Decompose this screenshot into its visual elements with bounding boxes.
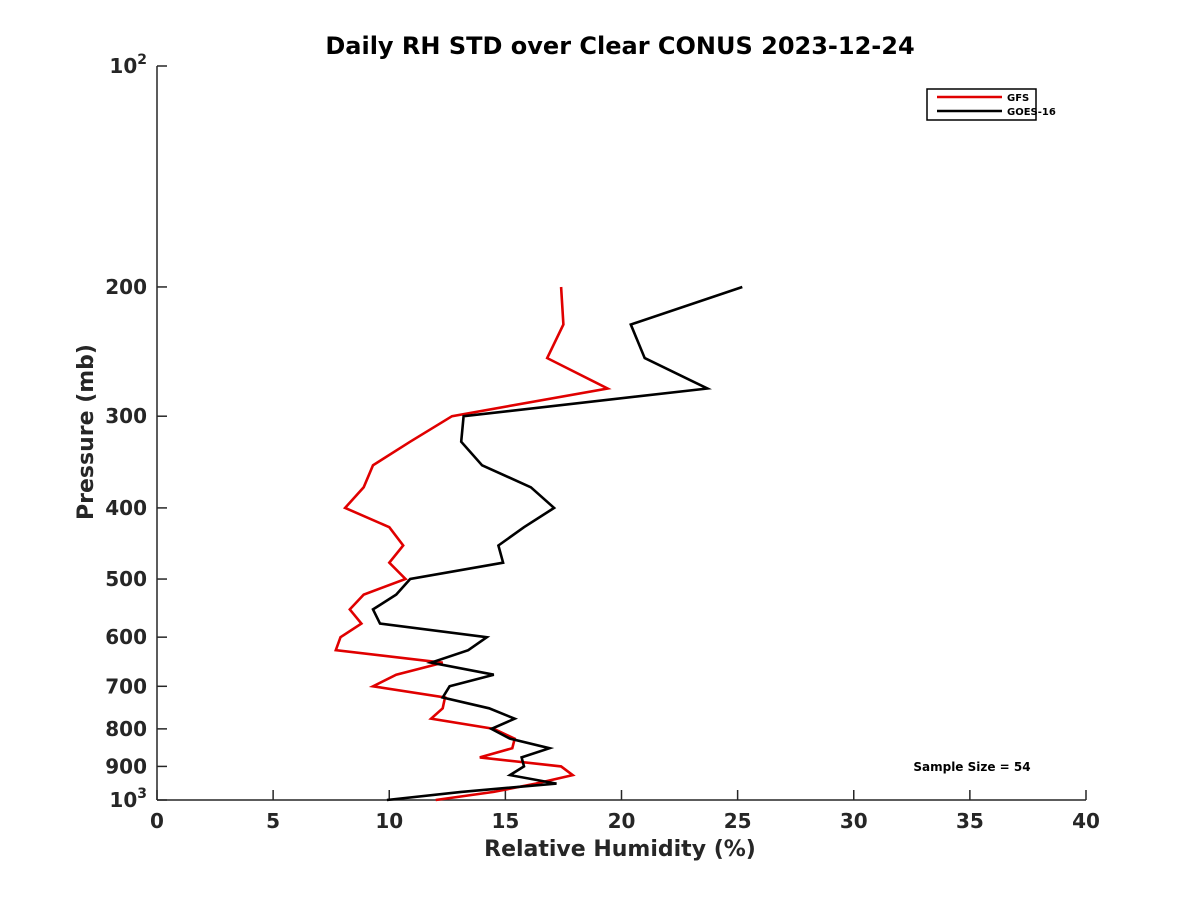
series-line-gfs [334, 286, 612, 802]
x-tick-label: 0 [150, 809, 164, 833]
legend-label: GOES-16 [1007, 107, 1056, 118]
plot-area: 0 5 10 15 20 25 30 35 40 102 200 300 400 500 600 700 800… [105, 52, 1100, 833]
y-tick-label: 500 [105, 567, 147, 591]
x-tick-label: 25 [724, 809, 752, 833]
x-tick-label: 5 [266, 809, 280, 833]
x-tick-label: 30 [840, 809, 868, 833]
y-tick-label: 800 [105, 717, 147, 741]
x-tick-label: 35 [956, 809, 984, 833]
series-line-goes-16 [371, 285, 743, 802]
x-tick-label: 40 [1072, 809, 1100, 833]
y-tick-label: 200 [105, 275, 147, 299]
y-tick-label: 102 [109, 52, 147, 78]
y-tick-label: 300 [105, 404, 147, 428]
y-tick-label: 600 [105, 625, 147, 649]
x-tick-label: 10 [375, 809, 403, 833]
chart-title: Daily RH STD over Clear CONUS 2023-12-24 [325, 32, 914, 60]
x-tick-label: 20 [608, 809, 636, 833]
sample-size-annotation: Sample Size = 54 [913, 760, 1030, 774]
x-tick-label: 15 [491, 809, 519, 833]
legend-label: GFS [1007, 93, 1029, 104]
legend: GFS GOES-16 [926, 88, 1056, 121]
y-tick-label: 900 [105, 754, 147, 778]
y-axis-label: Pressure (mb) [74, 344, 99, 520]
y-tick-label: 700 [105, 674, 147, 698]
y-tick-label: 103 [109, 786, 147, 812]
x-axis-label: Relative Humidity (%) [484, 837, 756, 862]
legend-box [926, 88, 1037, 121]
y-tick-label: 400 [105, 496, 147, 520]
